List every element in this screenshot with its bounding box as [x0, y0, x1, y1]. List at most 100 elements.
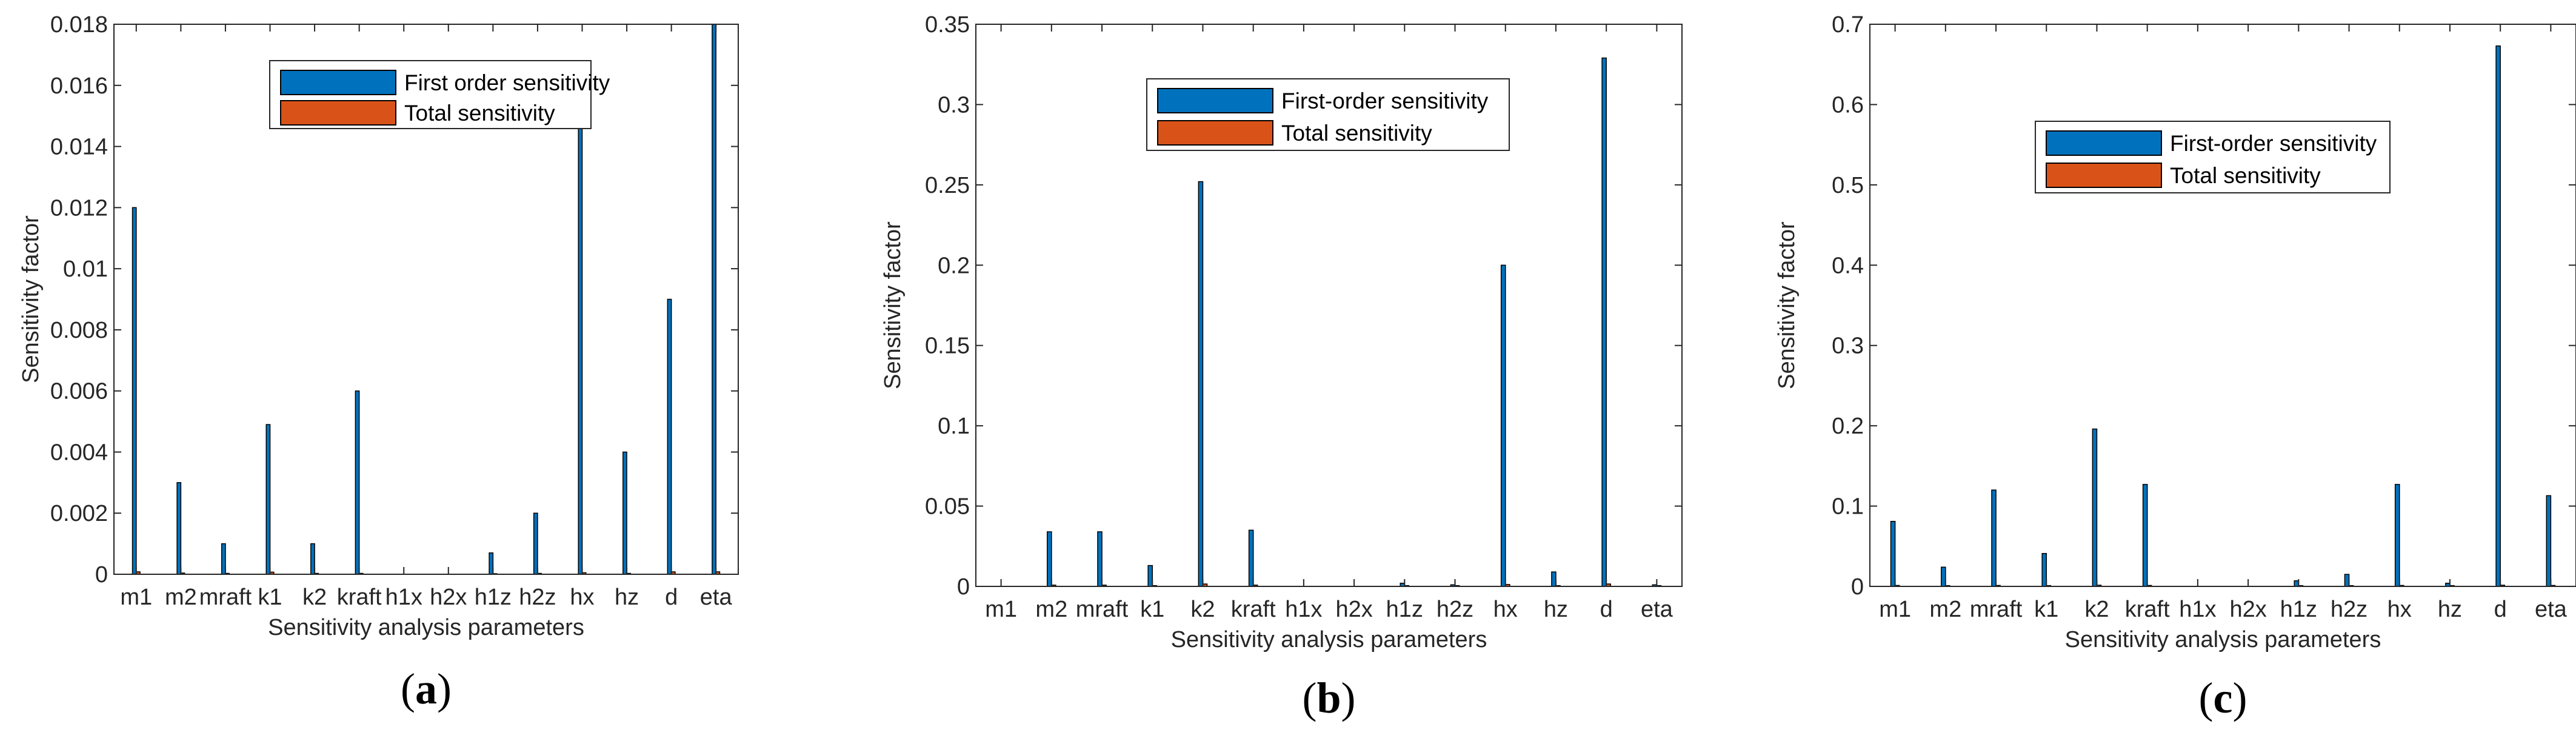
y-tick-label: 0.3: [938, 92, 970, 118]
legend-label-total: Total sensitivity: [2170, 163, 2321, 188]
bars-group: [1047, 57, 1662, 587]
x-tick-label: kraft: [2125, 597, 2170, 622]
x-tick-label: hz: [615, 585, 639, 610]
x-axis-label: Sensitivity analysis parameters: [2065, 627, 2381, 652]
x-tick-label: kraft: [1231, 597, 1276, 622]
x-tick-label: h1x: [1285, 597, 1322, 622]
x-tick-label: m1: [985, 597, 1017, 622]
first-order-bar-kraft: [2142, 484, 2148, 587]
first-order-bar-hx: [2394, 484, 2400, 587]
y-tick-label: 0.014: [50, 135, 108, 160]
y-tick-label: 0.018: [50, 12, 108, 38]
x-tick-label: mraft: [1970, 597, 2023, 622]
y-tick-label: 0.1: [1832, 494, 1864, 520]
first-order-bar-hz: [1551, 571, 1557, 587]
y-tick-label: 0.3: [1832, 334, 1864, 359]
x-tick-label: h1z: [475, 585, 512, 610]
y-tick-label: 0.6: [1832, 92, 1864, 118]
legend-label-total: Total sensitivity: [404, 101, 555, 126]
y-tick-label: 0.5: [1832, 173, 1864, 198]
y-tick-label: 0.012: [50, 195, 108, 221]
x-tick-label: h1x: [385, 585, 422, 610]
x-tick-label: m1: [1879, 597, 1911, 622]
y-tick-label: 0.006: [50, 379, 108, 404]
y-tick-label: 0.008: [50, 318, 108, 343]
first-order-bar-eta: [712, 24, 716, 575]
x-tick-label: m2: [165, 585, 197, 610]
x-tick-label: mraft: [199, 585, 252, 610]
axes-box: [113, 24, 739, 575]
x-axis-label: Sensitivity analysis parameters: [1171, 627, 1487, 652]
first-order-bar-k1: [2041, 552, 2047, 587]
first-order-bar-hx: [1500, 264, 1506, 587]
legend-swatch-total: [1157, 120, 1273, 146]
first-order-bar-hx: [578, 85, 583, 575]
x-tick-label: k2: [2084, 597, 2109, 622]
x-tick-label: mraft: [1076, 597, 1129, 622]
panel-letter: a: [415, 665, 437, 713]
first-order-bar-kraft: [355, 390, 360, 575]
x-tick-label: k2: [1190, 597, 1215, 622]
x-tick-label: k1: [1140, 597, 1164, 622]
first-order-bar-d: [667, 298, 672, 575]
legend-label-total: Total sensitivity: [1281, 121, 1432, 146]
x-tick-label: h2z: [2331, 597, 2367, 622]
legend-label-first-order: First order sensitivity: [404, 70, 610, 95]
x-tick-label: eta: [1641, 597, 1673, 622]
x-tick-label: h2z: [519, 585, 556, 610]
axes-box: [975, 24, 1683, 587]
x-tick-label: m1: [120, 585, 152, 610]
x-axis-label: Sensitivity analysis parameters: [268, 615, 584, 640]
legend: First order sensitivity Total sensitivity: [269, 60, 610, 129]
first-order-bar-m2: [1047, 531, 1052, 587]
axes-box: [1869, 24, 2576, 587]
chart-panel-c: 0 0.1 0.2 0.3 0.4 0.5 0.6 0.7 m1 m2 mraft k1 k2 kraft…: [1774, 12, 2576, 722]
legend-swatch-total: [280, 100, 396, 126]
x-tick-label: d: [2494, 597, 2507, 622]
x-tick-label: k2: [302, 585, 327, 610]
x-tick-label: kraft: [337, 585, 382, 610]
x-tick-label: eta: [700, 585, 733, 610]
first-order-bar-k1: [265, 424, 271, 575]
legend-swatch-total: [2046, 163, 2162, 188]
x-tick-label: hz: [2438, 597, 2462, 622]
legend: First-order sensitivity Total sensitivity: [1146, 78, 1510, 151]
first-order-bar-k2: [2092, 428, 2098, 587]
first-order-bar-d: [1601, 57, 1607, 587]
y-tick-label: 0.2: [938, 253, 970, 278]
x-tick-label: h2x: [430, 585, 467, 610]
y-tick-label: 0: [1851, 574, 1864, 600]
panel-label: (a): [401, 665, 452, 713]
legend-label-first-order: First-order sensitivity: [1281, 89, 1489, 113]
x-tick-label: m2: [1035, 597, 1067, 622]
first-order-bar-m2: [176, 482, 182, 575]
x-tick-label: d: [665, 585, 678, 610]
y-tick-label: 0.2: [1832, 414, 1864, 439]
first-order-bar-eta: [2546, 495, 2552, 587]
panel-letter: c: [2214, 674, 2233, 722]
first-order-bar-m2: [1941, 566, 1946, 587]
x-tick-label: m2: [1929, 597, 1961, 622]
legend-swatch-first-order: [280, 70, 396, 95]
legend-swatch-first-order: [2046, 130, 2162, 156]
y-axis-label: Sensitivity factor: [880, 221, 906, 389]
x-tick-label: h1x: [2179, 597, 2216, 622]
panel-label: (b): [1302, 674, 1355, 722]
panel-label: (c): [2199, 674, 2247, 722]
x-tick-label: h2z: [1436, 597, 1473, 622]
x-tick-label: k1: [258, 585, 282, 610]
chart-panel-a: 0 0.002 0.004 0.006 0.008 0.01 0.012 0.014 0.016…: [18, 12, 739, 713]
x-tick-label: h2x: [1335, 597, 1372, 622]
x-tick-label: hz: [1544, 597, 1568, 622]
first-order-bar-k2: [1198, 181, 1204, 587]
first-order-bar-h2z: [2344, 574, 2350, 587]
x-tick-label: hx: [1493, 597, 1518, 622]
first-order-bar-mraft: [1097, 531, 1103, 587]
first-order-bar-m1: [1890, 520, 1896, 587]
x-tick-label: eta: [2535, 597, 2568, 622]
first-order-bar-mraft: [1991, 489, 1997, 587]
first-order-bar-m1: [132, 207, 137, 575]
y-tick-label: 0.01: [63, 257, 108, 282]
first-order-bar-hz: [622, 451, 627, 575]
